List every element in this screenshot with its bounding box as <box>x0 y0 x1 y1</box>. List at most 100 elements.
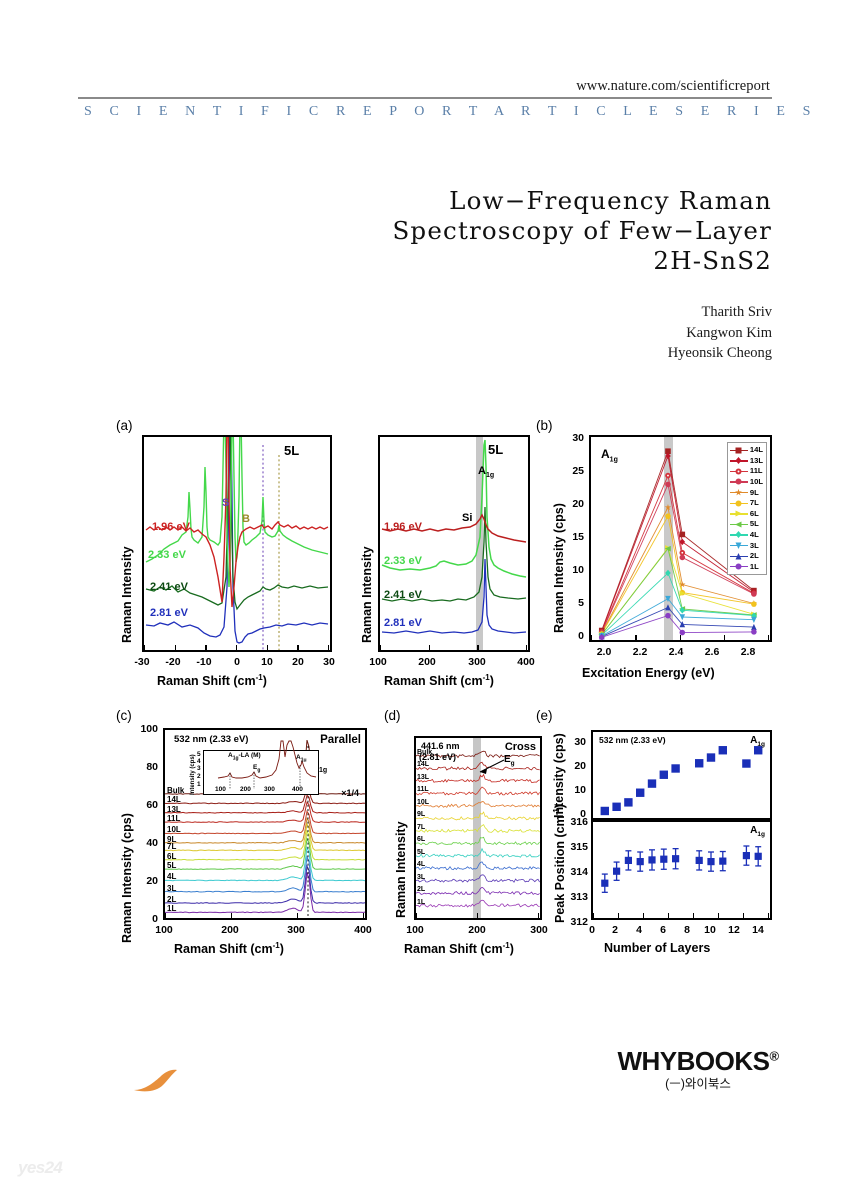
panel-d-stack-label-11l: 11L <box>417 786 429 793</box>
retailer-watermark: yes24 <box>18 1158 62 1178</box>
panel-a-left-xtick-6: 30 <box>309 656 349 668</box>
legend-marker-triangle-left-icon <box>734 520 743 529</box>
panel-a-left-trace-label-1: 1.96 eV <box>152 521 190 533</box>
panel-b-legend-item-13l[interactable]: 13L <box>730 456 763 467</box>
panel-c-stack-label-2l: 2L <box>167 895 176 904</box>
axis-tick <box>538 913 539 918</box>
panel-a-right-mode-main: A <box>478 465 486 477</box>
panel-e-bottom-mode-label: A1g <box>750 825 765 838</box>
legend-label: 3L <box>750 541 759 551</box>
panel-e-top-condition: 532 nm (2.33 eV) <box>599 735 666 745</box>
panel-b-ytick-30: 30 <box>562 432 584 444</box>
panel-e-top-axes: 532 nm (2.33 eV) A1g <box>591 730 772 820</box>
panel-c-xlabel-sup: -1 <box>273 941 280 950</box>
publisher-brand-text: WHYBOOKS <box>617 1046 769 1076</box>
panel-d-axes: 441.6 nm (2.81 eV) Cross Eg Bulk 14L 13L 11… <box>414 736 542 920</box>
panel-c-inset-ann-2: Eg <box>253 764 260 773</box>
axis-tick <box>231 913 232 918</box>
panel-d-stack-label-bulk: Bulk <box>417 749 432 756</box>
panel-b-legend-item-2l[interactable]: 2L <box>730 551 763 562</box>
panel-a-right-mode-label: A1g <box>478 465 494 479</box>
panel-e-top-mode-label: A1g <box>750 735 765 748</box>
legend-label: 9L <box>750 488 759 498</box>
panel-a-label: (a) <box>116 418 133 433</box>
panel-a-right-xlabel-text: Raman Shift (cm <box>384 674 483 688</box>
panel-b-legend[interactable]: 14L 13L 11L 10L 9L 7L 6L 5L 4L 3L 2L 1L <box>727 442 767 575</box>
title-line-1: Low−Frequency Raman <box>330 186 772 216</box>
axis-tick <box>693 913 694 918</box>
panel-c-inset-ann1-rest: -LA (M) <box>239 752 261 759</box>
panel-b-legend-item-4l[interactable]: 4L <box>730 530 763 541</box>
header-divider <box>78 97 772 99</box>
figure-composite: (a) Raman Intensity 5L S B 1.96 eV 2.33 <box>112 418 772 988</box>
panel-a-left-xlabel-end: ) <box>263 674 267 688</box>
axis-tick <box>643 913 644 918</box>
legend-label: 5L <box>750 519 759 529</box>
panel-c-inset-xtick-0: 100 <box>215 786 226 793</box>
panel-a-left-trace-label-2: 2.33 eV <box>148 549 186 561</box>
panel-b-legend-item-6l[interactable]: 6L <box>730 509 763 520</box>
axis-tick <box>635 635 636 640</box>
panel-b-legend-item-14l[interactable]: 14L <box>730 445 763 456</box>
panel-c-inset-ann-1: A1g-LA (M) <box>228 752 261 761</box>
panel-e-bottom-axes: A1g <box>591 820 772 920</box>
panel-a-right-axes: 5L A1g Si 1.96 eV 2.33 eV 2.41 eV 2.81 e… <box>378 435 530 652</box>
legend-label: 1L <box>750 562 759 572</box>
panel-c-ytick-40: 40 <box>132 837 158 849</box>
axis-tick <box>668 913 669 918</box>
panel-b-legend-item-10l[interactable]: 10L <box>730 477 763 488</box>
panel-e-bottom-ytick-316: 316 <box>558 816 588 828</box>
panel-c-stack-label-6l: 6L <box>167 852 176 861</box>
panel-e-xlabel: Number of Layers <box>604 941 710 955</box>
legend-label: 14L <box>750 445 763 455</box>
publisher-name-korean: (ㅡ)와이북스 <box>608 1073 788 1092</box>
panel-a-marker-s: S <box>222 497 229 509</box>
panel-b-xtick-0: 2.0 <box>589 646 619 658</box>
panel-d-stack-label-10l: 10L <box>417 799 429 806</box>
panel-b-label: (b) <box>536 418 553 433</box>
panel-e-bottom-ytick-313: 313 <box>558 891 588 903</box>
panel-b-ytick-15: 15 <box>562 531 584 543</box>
legend-marker-diamond-icon <box>734 530 743 539</box>
legend-line <box>730 524 748 525</box>
panel-d-stack-label-14l: 14L <box>417 761 429 768</box>
panel-b-legend-item-1l[interactable]: 1L <box>730 562 763 573</box>
panel-b-legend-item-5l[interactable]: 5L <box>730 519 763 530</box>
axis-tick <box>618 913 619 918</box>
axis-tick <box>328 645 329 650</box>
panel-b-legend-item-7l[interactable]: 7L <box>730 498 763 509</box>
panel-d-label: (d) <box>384 708 401 723</box>
panel-b-ytick-5: 5 <box>562 597 584 609</box>
panel-d-mode-main: E <box>504 754 511 765</box>
panel-c-stack-label-5l: 5L <box>167 861 176 870</box>
panel-d-xlabel-text: Raman Shift (cm <box>404 942 503 956</box>
panel-d-ylabel: Raman Intensity <box>394 821 408 918</box>
panel-c-ytick-80: 80 <box>132 761 158 773</box>
axis-tick <box>526 645 527 650</box>
panel-d-xlabel-sup: -1 <box>503 941 510 950</box>
panel-c-ytick-20: 20 <box>132 875 158 887</box>
panel-d-stack-label-1l: 1L <box>417 899 425 906</box>
panel-b-xtick-4: 2.8 <box>733 646 763 658</box>
panel-c-stack-label-11l: 11L <box>167 814 180 823</box>
panel-c-inset-ylabel: Intensity (cps) <box>190 754 196 795</box>
legend-marker-circle-icon <box>734 562 743 571</box>
panel-b-ytick-25: 25 <box>562 465 584 477</box>
author-3: Hyeonsik Cheong <box>450 343 772 364</box>
panel-b-legend-item-11l[interactable]: 11L <box>730 466 763 477</box>
panel-a-left-axes: 5L S B 1.96 eV 2.33 eV 2.41 eV 2.81 eV <box>142 435 332 652</box>
panel-d-stack-label-9l: 9L <box>417 811 425 818</box>
axis-tick <box>144 645 145 650</box>
panel-c-xlabel-text: Raman Shift (cm <box>174 942 273 956</box>
axis-tick <box>175 645 176 650</box>
panel-b-xtick-3: 2.6 <box>697 646 727 658</box>
panel-a-right-corner-label: 5L <box>488 442 503 457</box>
panel-c-ytick-60: 60 <box>132 799 158 811</box>
panel-d-xlabel: Raman Shift (cm-1) <box>404 941 514 956</box>
panel-b-legend-item-9l[interactable]: 9L <box>730 487 763 498</box>
panel-d-mode-sub: g <box>511 760 515 767</box>
panel-a-right-ylabel: Raman Intensity <box>360 546 374 643</box>
legend-line <box>730 513 748 514</box>
panel-a-left-trace-label-4: 2.81 eV <box>150 607 188 619</box>
panel-b-legend-item-3l[interactable]: 3L <box>730 540 763 551</box>
